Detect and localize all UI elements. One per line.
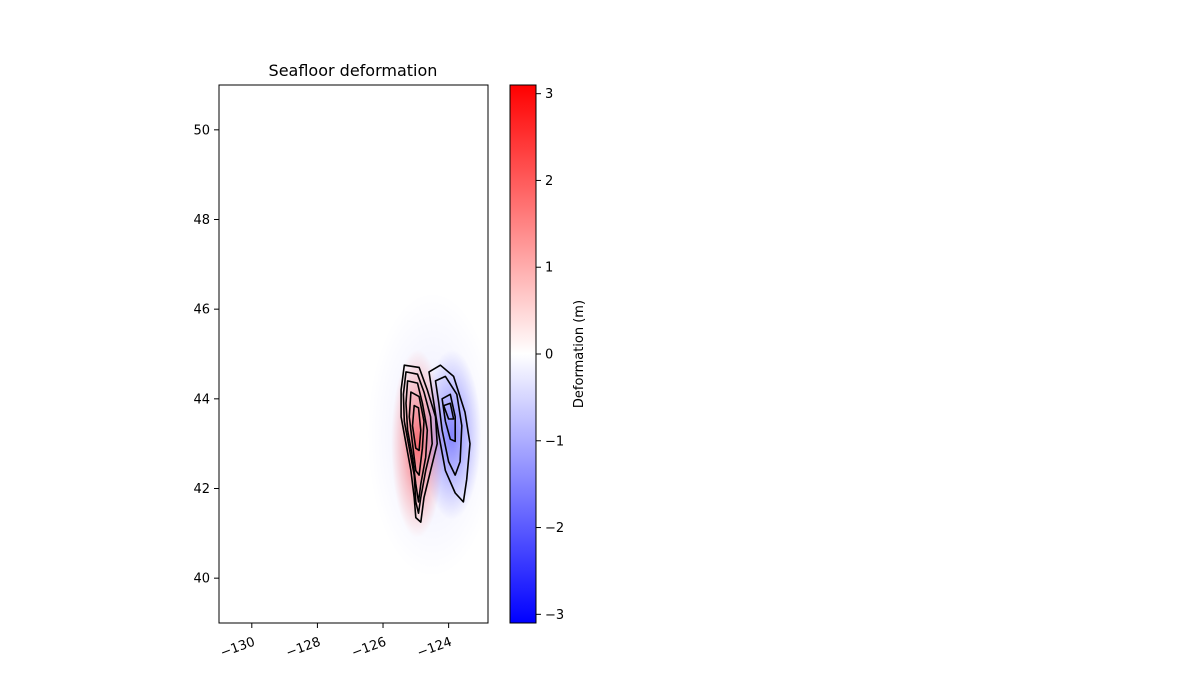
x-tick-label: −124 bbox=[415, 635, 454, 661]
colorbar-label: Deformation (m) bbox=[572, 300, 587, 408]
colorbar-ticks: −3 −2 −1 0 1 2 3 bbox=[536, 87, 564, 623]
y-tick-label: 50 bbox=[193, 123, 210, 138]
x-tick-label: −130 bbox=[218, 635, 257, 661]
chart-title: Seafloor deformation bbox=[269, 61, 438, 80]
y-tick-label: 46 bbox=[193, 303, 210, 318]
y-tick-label: 40 bbox=[193, 572, 210, 587]
uplift-region bbox=[391, 349, 444, 538]
colorbar-tick-label: 2 bbox=[545, 174, 553, 189]
subsidence-contour-4 bbox=[442, 402, 455, 420]
colorbar: −3 −2 −1 0 1 2 3 Deformation (m) bbox=[509, 84, 587, 624]
y-tick-label: 48 bbox=[193, 213, 210, 228]
subsidence-contour-2 bbox=[434, 375, 463, 476]
colorbar-tick-label: −1 bbox=[545, 434, 564, 449]
plot-frame bbox=[218, 84, 489, 624]
uplift-contour-4 bbox=[408, 391, 425, 476]
colorbar-gradient bbox=[509, 84, 537, 624]
x-tick-label: −128 bbox=[284, 635, 323, 661]
plot-area: −130 −128 −126 −124 40 42 44 46 48 50 bbox=[193, 84, 489, 661]
colorbar-tick-label: 0 bbox=[545, 348, 553, 363]
colorbar-tick-label: 3 bbox=[545, 87, 553, 102]
y-tick-label: 44 bbox=[193, 392, 210, 407]
colorbar-tick-label: −3 bbox=[545, 608, 564, 623]
uplift-contour-2 bbox=[402, 371, 433, 514]
colorbar-tick-label: 1 bbox=[545, 261, 553, 276]
uplift-contour-1 bbox=[400, 364, 438, 523]
colorbar-tick-label: −2 bbox=[545, 521, 564, 536]
uplift-contour-5 bbox=[411, 404, 422, 452]
contour-lines bbox=[400, 364, 471, 523]
subsidence-contour-3 bbox=[441, 393, 456, 443]
y-axis: 40 42 44 46 48 50 bbox=[193, 123, 219, 587]
x-axis: −130 −128 −126 −124 bbox=[218, 623, 454, 661]
y-tick-label: 42 bbox=[193, 482, 210, 497]
x-tick-label: −126 bbox=[350, 635, 389, 661]
uplift-contour-3 bbox=[405, 380, 429, 503]
subsidence-contour-1 bbox=[428, 364, 471, 503]
